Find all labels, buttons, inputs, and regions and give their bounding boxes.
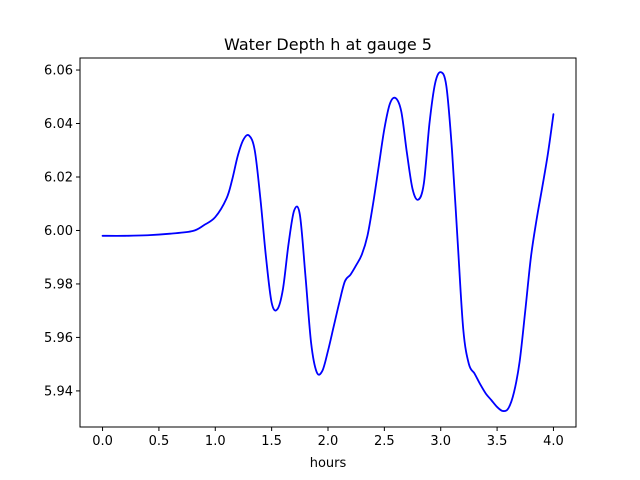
- chart-title: Water Depth h at gauge 5: [224, 35, 432, 54]
- x-tick-label: 0.0: [92, 434, 113, 449]
- y-tick-label: 6.06: [44, 64, 73, 79]
- y-tick-label: 5.98: [44, 277, 73, 292]
- x-tick-label: 4.0: [543, 434, 564, 449]
- x-tick-label: 1.5: [261, 434, 282, 449]
- x-axis-label: hours: [310, 456, 347, 471]
- x-tick-label: 0.5: [149, 434, 170, 449]
- x-tick-label: 2.0: [318, 434, 339, 449]
- y-tick-label: 6.02: [44, 170, 73, 185]
- x-tick-label: 3.5: [487, 434, 508, 449]
- y-axis-ticks: 5.94 5.96 5.98 6.00 6.02 6.04 6.06: [44, 64, 80, 399]
- x-tick-label: 1.0: [205, 434, 226, 449]
- x-tick-label: 3.0: [430, 434, 451, 449]
- y-tick-label: 5.96: [44, 331, 73, 346]
- x-axis-ticks: 0.0 0.5 1.0 1.5 2.0 2.5 3.0 3.5 4.0: [92, 427, 564, 449]
- plot-area-frame: [79, 57, 577, 428]
- series-line-gauge-5: [101, 71, 555, 412]
- y-tick-label: 5.94: [44, 384, 73, 399]
- y-tick-label: 6.04: [44, 117, 73, 132]
- x-tick-label: 2.5: [374, 434, 395, 449]
- y-tick-label: 6.00: [44, 224, 73, 239]
